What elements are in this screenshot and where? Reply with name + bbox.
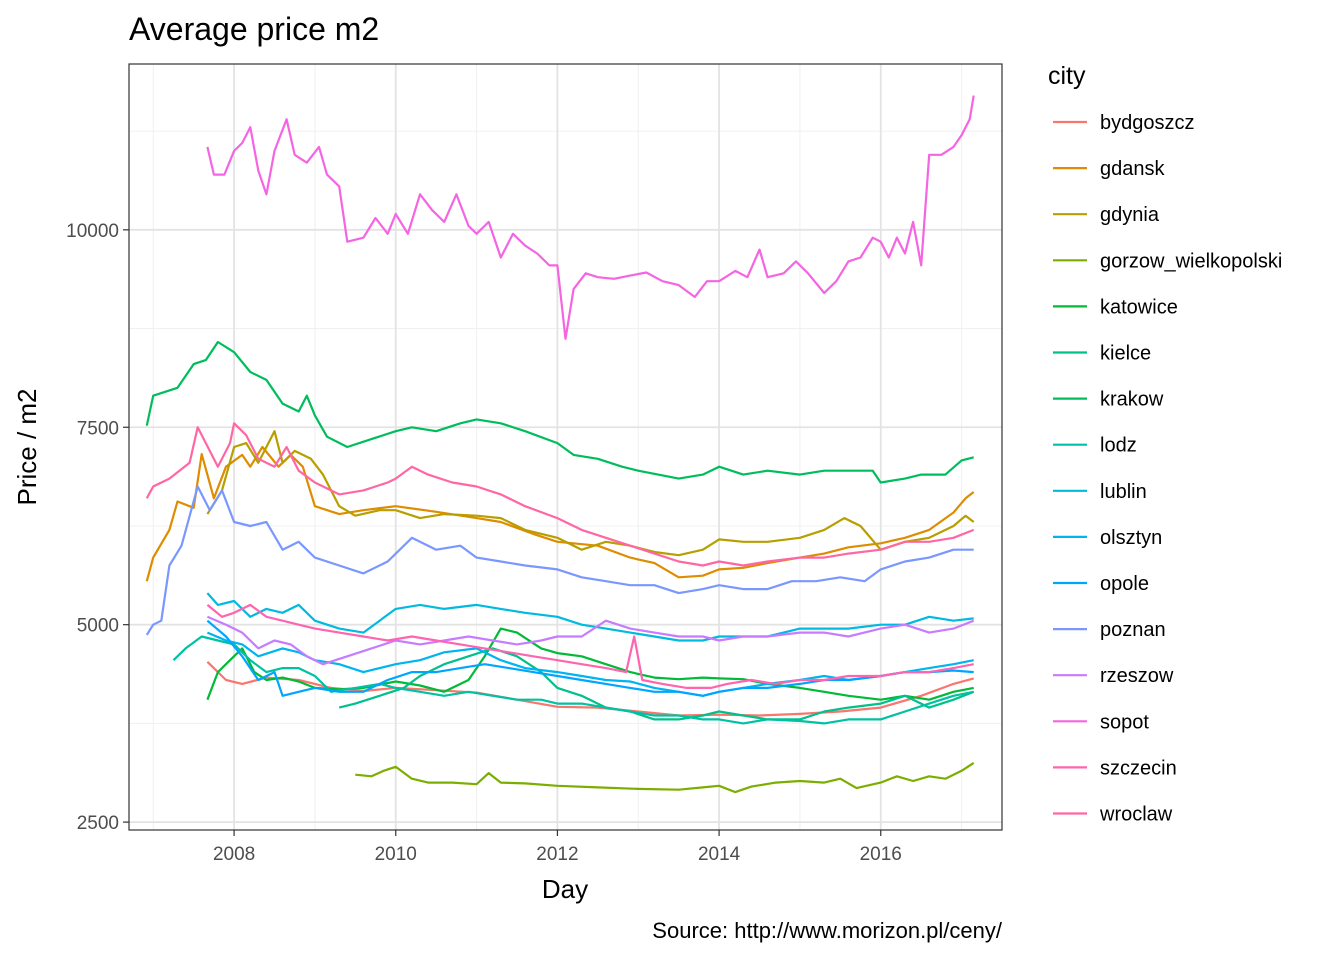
legend-label: lodz: [1100, 435, 1137, 457]
legend-label: szczecin: [1100, 757, 1177, 779]
series-line-kielce: [338, 647, 975, 721]
legend-label: sopot: [1100, 711, 1149, 733]
x-tick-label: 2008: [213, 844, 255, 865]
legend-label: gdynia: [1100, 204, 1160, 226]
legend-item-gdynia: gdynia: [1053, 204, 1160, 226]
legend-label: gdansk: [1100, 158, 1165, 180]
legend-label: bydgoszcz: [1100, 112, 1195, 134]
plot-panel: [129, 64, 1002, 830]
y-tick-label: 5000: [77, 616, 119, 637]
legend-item-wroclaw: wroclaw: [1053, 804, 1173, 826]
legend-item-olsztyn: olsztyn: [1053, 527, 1162, 549]
legend-item-gorzow_wielkopolski: gorzow_wielkopolski: [1053, 250, 1282, 272]
series-lines: [145, 95, 975, 794]
series-line-lublin: [206, 592, 974, 642]
legend-item-lodz: lodz: [1053, 435, 1137, 457]
legend-item-bydgoszcz: bydgoszcz: [1053, 112, 1195, 134]
legend-item-gdansk: gdansk: [1053, 158, 1165, 180]
x-tick-label: 2010: [375, 844, 417, 865]
x-tick-label: 2016: [860, 844, 902, 865]
series-line-gorzow_wielkopolski: [355, 761, 975, 794]
legend-item-rzeszow: rzeszow: [1053, 665, 1174, 687]
series-line-katowice: [206, 627, 974, 701]
legend-label: kielce: [1100, 343, 1151, 365]
x-tick-label: 2014: [698, 844, 741, 865]
legend-item-szczecin: szczecin: [1053, 757, 1177, 779]
series-line-opole: [206, 619, 974, 697]
y-axis: 2500 5000 7500 10000: [66, 221, 129, 834]
chart-caption: Source: http://www.morizon.pl/ceny/: [652, 918, 1003, 943]
y-axis-title: Price / m2: [12, 388, 42, 505]
series-line-krakow: [145, 340, 974, 484]
legend: city bydgoszcz gdansk gdynia gorzow_wielkop…: [1048, 62, 1282, 826]
plot-border: [128, 63, 1003, 831]
series-line-lodz: [172, 635, 974, 725]
legend-item-katowice: katowice: [1053, 296, 1178, 318]
legend-item-sopot: sopot: [1053, 711, 1149, 733]
y-tick-label: 2500: [77, 813, 119, 834]
legend-label: gorzow_wielkopolski: [1100, 250, 1282, 272]
legend-label: lublin: [1100, 481, 1147, 503]
legend-label: rzeszow: [1100, 665, 1174, 687]
legend-item-kielce: kielce: [1053, 343, 1151, 365]
y-tick-label: 10000: [66, 221, 119, 242]
x-axis: 2008 2010 2012 2014 2016: [213, 830, 902, 865]
series-line-szczecin: [206, 603, 974, 689]
y-tick-label: 7500: [77, 418, 119, 439]
legend-label: opole: [1100, 573, 1149, 595]
legend-item-lublin: lublin: [1053, 481, 1147, 503]
x-axis-title: Day: [542, 874, 588, 904]
legend-label: olsztyn: [1100, 527, 1162, 549]
x-tick-label: 2012: [536, 844, 578, 865]
grid: [129, 64, 1002, 830]
series-line-sopot: [206, 95, 975, 340]
series-line-gdansk: [145, 445, 975, 582]
legend-label: katowice: [1100, 296, 1178, 318]
legend-item-opole: opole: [1053, 573, 1149, 595]
legend-label: krakow: [1100, 389, 1164, 411]
series-line-gdynia: [206, 430, 975, 557]
series-line-rzeszow: [206, 615, 975, 666]
chart-title: Average price m2: [129, 11, 379, 47]
legend-item-krakow: krakow: [1053, 389, 1164, 411]
legend-title: city: [1048, 62, 1086, 90]
series-line-wroclaw: [145, 422, 975, 567]
series-line-poznan: [145, 485, 974, 636]
legend-item-poznan: poznan: [1053, 619, 1166, 641]
legend-label: poznan: [1100, 619, 1166, 641]
legend-label: wroclaw: [1099, 804, 1173, 826]
